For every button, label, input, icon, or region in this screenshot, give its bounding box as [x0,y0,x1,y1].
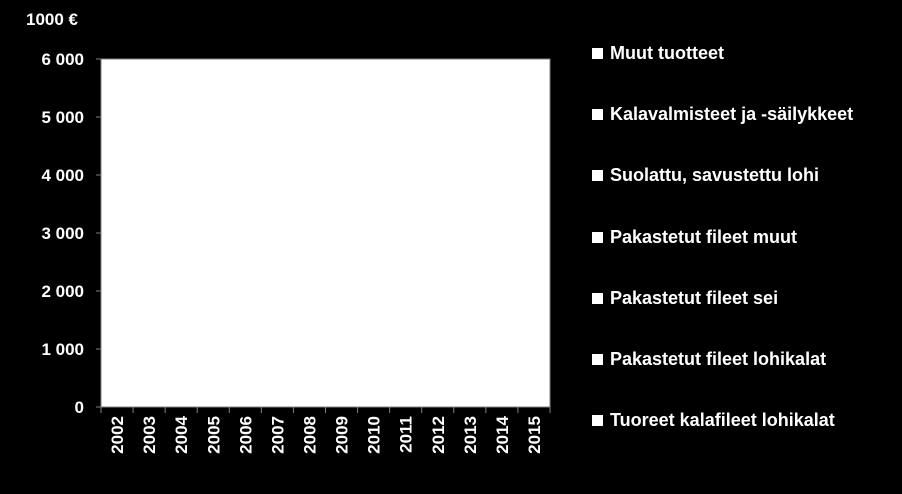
y-tick-label: 6 000 [41,50,84,69]
legend-item: Kalavalmisteet ja -säilykkeet [592,99,853,129]
y-axis-unit-label: 1000 € [26,10,78,29]
x-tick-label: 2008 [300,416,319,454]
x-tick-label: 2007 [268,416,287,454]
y-tick-label: 5 000 [41,108,84,127]
x-tick-label: 2003 [140,416,159,454]
y-tick-label: 3 000 [41,224,84,243]
x-tick-label: 2011 [397,416,416,453]
legend-item: Tuoreet kalafileet lohikalat [592,405,835,435]
x-tick-label: 2013 [461,416,480,454]
x-axis: 2002 2003 2004 2005 2006 2007 2008 2009 2010 2011… [100,407,551,454]
y-axis: 0 1 000 2 000 3 000 4 000 5 000 6 000 [41,50,101,417]
x-tick-label: 2010 [365,416,384,454]
legend-item: Suolattu, savustettu lohi [592,160,819,190]
y-tick-label: 4 000 [41,166,84,185]
legend-swatch [592,47,603,59]
y-tick-label: 0 [75,398,84,417]
legend-label: Muut tuotteet [610,42,724,63]
x-tick-label: 2009 [333,416,352,454]
legend-label: Tuoreet kalafileet lohikalat [610,409,835,430]
legend-swatch [592,414,603,426]
x-tick-label: 2014 [493,415,512,453]
y-tick-label: 2 000 [41,282,84,301]
x-tick-label: 2005 [204,416,223,454]
plot-area [100,58,551,408]
x-tick-label: 2006 [236,416,255,454]
y-tick-label: 1 000 [41,340,84,359]
legend-item: Muut tuotteet [592,38,724,68]
legend-swatch [592,231,603,243]
legend-swatch [592,292,603,304]
legend-label: Pakastetut fileet lohikalat [610,348,827,369]
legend-label: Kalavalmisteet ja -säilykkeet [610,103,854,124]
x-tick-label: 2004 [172,415,191,453]
x-tick-label: 2002 [108,416,127,454]
legend-label: Suolattu, savustettu lohi [610,164,820,185]
legend-swatch [592,108,603,120]
legend-label: Pakastetut fileet sei [610,287,779,308]
legend-item: Pakastetut fileet muut [592,222,797,252]
legend-item: Pakastetut fileet sei [592,283,778,313]
x-tick-label: 2015 [525,416,544,454]
legend-item: Pakastetut fileet lohikalat [592,344,826,374]
legend-label: Pakastetut fileet muut [610,226,798,247]
x-tick-label: 2012 [429,416,448,454]
legend-swatch [592,353,603,365]
legend-swatch [592,169,603,181]
